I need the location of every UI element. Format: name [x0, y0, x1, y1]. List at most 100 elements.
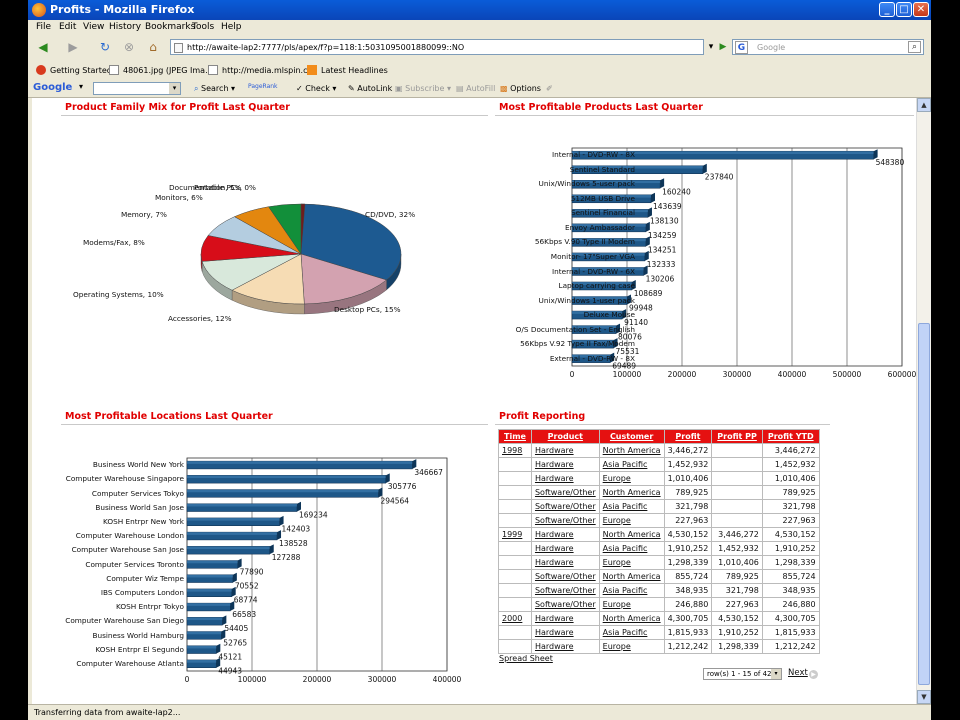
cell-customer[interactable]: Europe	[598, 555, 665, 570]
options-button[interactable]: ▩ Options	[500, 84, 541, 93]
scroll-up-icon[interactable]: ▲	[917, 98, 931, 112]
google-search-button[interactable]: ⌕ Search ▾	[194, 84, 236, 93]
bar-highlight	[572, 238, 646, 242]
vertical-scrollbar[interactable]: ▲ ▼	[916, 98, 931, 704]
cell-time[interactable]: 1999	[498, 527, 532, 542]
reload-icon[interactable]: ↻	[99, 40, 111, 54]
cell-product[interactable]: Hardware	[530, 527, 600, 542]
x-tick-label: 100000	[613, 370, 642, 379]
scrollbar-thumb[interactable]	[918, 323, 930, 685]
column-header-time[interactable]: Time	[498, 429, 532, 444]
home-icon[interactable]: ⌂	[149, 40, 157, 54]
check-button[interactable]: ✓ Check ▾	[296, 84, 337, 93]
cell-product[interactable]: Software/Other	[530, 513, 600, 528]
cell-customer[interactable]: Asia Pacific	[598, 457, 665, 472]
menu-file[interactable]: File	[36, 22, 52, 32]
menu-history[interactable]: History	[109, 22, 142, 32]
cell-product[interactable]: Hardware	[530, 457, 600, 472]
cell-customer[interactable]: Asia Pacific	[598, 625, 665, 640]
google-engine-icon[interactable]: G	[735, 41, 748, 54]
dropdown-arrow-icon[interactable]: ▾	[771, 669, 781, 679]
column-header-profit-pp[interactable]: Profit PP	[711, 429, 763, 444]
cell-customer[interactable]: North America	[598, 611, 665, 626]
bar-side	[221, 629, 226, 640]
column-header-profit[interactable]: Profit	[663, 429, 713, 444]
dropdown-arrow-icon[interactable]: ▾	[169, 83, 180, 94]
close-button[interactable]: ✕	[913, 2, 929, 17]
cell-customer[interactable]: Europe	[598, 471, 665, 486]
google-search-field[interactable]: ▾	[93, 82, 181, 95]
autofill-button[interactable]: ▤ AutoFill	[456, 84, 495, 93]
cell-profit: 1,910,252	[663, 541, 713, 556]
column-header-product[interactable]: Product	[530, 429, 600, 444]
cell-product[interactable]: Hardware	[530, 625, 600, 640]
category-label-o-s-documentation-set-english: O/S Documentation Set - English	[515, 324, 635, 334]
cell-product[interactable]: Hardware	[530, 639, 600, 654]
cell-customer[interactable]: Asia Pacific	[598, 541, 665, 556]
cell-customer[interactable]: North America	[598, 485, 665, 500]
region-divider	[61, 424, 488, 425]
cell-product[interactable]: Hardware	[530, 471, 600, 486]
search-box[interactable]: G Google ⌕	[732, 39, 924, 55]
cell-product[interactable]: Hardware	[530, 443, 600, 458]
cell-profit: 4,530,152	[663, 527, 713, 542]
cell-time[interactable]: 1998	[498, 443, 532, 458]
cell-product[interactable]: Software/Other	[530, 569, 600, 584]
cell-customer[interactable]: North America	[598, 443, 665, 458]
region-title-locations: Most Profitable Locations Last Quarter	[65, 411, 273, 422]
cell-product[interactable]: Software/Other	[530, 485, 600, 500]
bookmark-latest-headlines[interactable]: Latest Headlines	[307, 65, 388, 75]
pagination-select[interactable]: row(s) 1 - 15 of 42 ▾	[703, 668, 782, 680]
menu-bookmarks[interactable]: Bookmarks	[145, 22, 196, 32]
cell-customer[interactable]: Europe	[598, 513, 665, 528]
bar-highlight	[187, 517, 280, 521]
region-divider	[61, 115, 488, 116]
go-icon[interactable]: ▶	[719, 42, 727, 52]
window-title: Profits - Mozilla Firefox	[50, 3, 195, 16]
spellcheck-icon: ✓	[296, 84, 306, 93]
menu-tools[interactable]: Tools	[192, 22, 215, 32]
next-page-link[interactable]: Next	[788, 668, 808, 678]
bookmark-media[interactable]: http://media.mlspin.c...	[208, 65, 315, 75]
cell-product[interactable]: Software/Other	[530, 499, 600, 514]
column-header-profit-ytd[interactable]: Profit YTD	[761, 429, 820, 444]
cell-time[interactable]: 2000	[498, 611, 532, 626]
forward-icon[interactable]: ▶	[68, 40, 78, 54]
highlighter-icon[interactable]: ✐	[546, 84, 553, 93]
cell-customer[interactable]: Asia Pacific	[598, 583, 665, 598]
stop-icon[interactable]: ⊗	[123, 40, 135, 54]
cell-product[interactable]: Software/Other	[530, 583, 600, 598]
bookmark-jpeg[interactable]: 48061.jpg (JPEG Ima...	[109, 65, 213, 75]
category-label-sentinel-standard: Sentinel Standard	[569, 164, 635, 174]
cell-product[interactable]: Hardware	[530, 611, 600, 626]
back-icon[interactable]: ◀	[38, 40, 48, 54]
search-icon[interactable]: ⌕	[908, 41, 921, 53]
cell-customer[interactable]: Europe	[598, 597, 665, 612]
cell-customer[interactable]: Europe	[598, 639, 665, 654]
menu-help[interactable]: Help	[221, 22, 242, 32]
google-menu-icon[interactable]: ▾	[79, 82, 84, 91]
category-label-computer-warehouse-london: Computer Warehouse London	[75, 531, 184, 541]
menu-view[interactable]: View	[83, 22, 105, 32]
menu-edit[interactable]: Edit	[59, 22, 77, 32]
column-header-customer[interactable]: Customer	[598, 429, 665, 444]
autolink-button[interactable]: ✎ AutoLink	[348, 84, 392, 93]
address-bar[interactable]: http://awaite-lap2:7777/pls/apex/f?p=118…	[170, 39, 704, 55]
cell-product[interactable]: Software/Other	[530, 597, 600, 612]
category-label-512mb-usb-drive: 512MB USB Drive	[570, 193, 635, 203]
spreadsheet-link[interactable]: Spread Sheet	[499, 654, 553, 663]
minimize-button[interactable]: _	[879, 2, 895, 17]
bookmark-getting-started[interactable]: Getting Started	[36, 65, 112, 75]
cell-profit-ytd: 4,530,152	[761, 527, 820, 542]
maximize-button[interactable]: □	[896, 2, 912, 17]
next-arrow-icon[interactable]: ▶	[809, 670, 818, 679]
cell-time	[498, 485, 532, 500]
cell-customer[interactable]: North America	[598, 527, 665, 542]
address-dropdown-icon[interactable]: ▾	[708, 42, 714, 52]
cell-customer[interactable]: Asia Pacific	[598, 499, 665, 514]
subscribe-button[interactable]: ▣ Subscribe ▾	[395, 84, 451, 93]
scroll-down-icon[interactable]: ▼	[917, 690, 931, 704]
cell-product[interactable]: Hardware	[530, 541, 600, 556]
cell-customer[interactable]: North America	[598, 569, 665, 584]
cell-product[interactable]: Hardware	[530, 555, 600, 570]
